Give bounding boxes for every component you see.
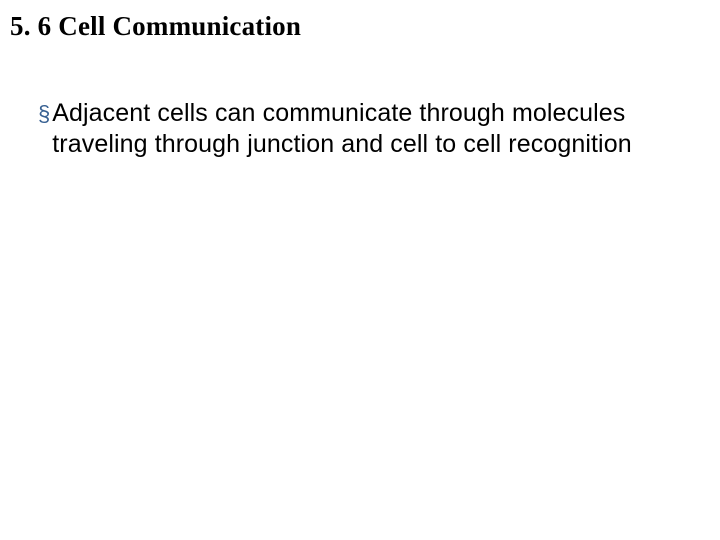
body-region: § Adjacent cells can communicate through… — [38, 98, 688, 159]
bullet-item: § Adjacent cells can communicate through… — [38, 98, 688, 159]
title-region: 5. 6 Cell Communication — [10, 10, 710, 44]
bullet-marker-icon: § — [38, 101, 50, 127]
bullet-text: Adjacent cells can communicate through m… — [52, 98, 688, 159]
slide: 5. 6 Cell Communication § Adjacent cells… — [0, 0, 720, 540]
slide-title: 5. 6 Cell Communication — [10, 10, 710, 44]
